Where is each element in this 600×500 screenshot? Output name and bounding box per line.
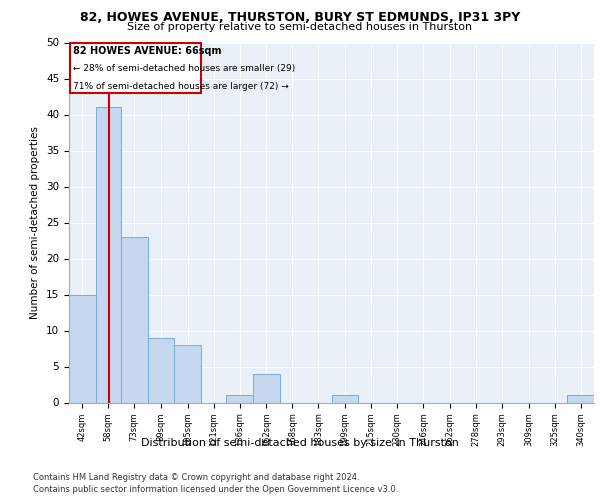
Text: Contains HM Land Registry data © Crown copyright and database right 2024.: Contains HM Land Registry data © Crown c… [33, 472, 359, 482]
Bar [96, 108, 121, 403]
FancyBboxPatch shape [70, 42, 201, 93]
Bar [567, 396, 594, 402]
Text: 82 HOWES AVENUE: 66sqm: 82 HOWES AVENUE: 66sqm [73, 46, 221, 56]
Text: 71% of semi-detached houses are larger (72) →: 71% of semi-detached houses are larger (… [73, 82, 289, 91]
Text: Contains public sector information licensed under the Open Government Licence v3: Contains public sector information licen… [33, 485, 398, 494]
Bar [226, 396, 253, 402]
Bar [148, 338, 175, 402]
Text: ← 28% of semi-detached houses are smaller (29): ← 28% of semi-detached houses are smalle… [73, 64, 295, 73]
Text: 82, HOWES AVENUE, THURSTON, BURY ST EDMUNDS, IP31 3PY: 82, HOWES AVENUE, THURSTON, BURY ST EDMU… [80, 11, 520, 24]
Text: Size of property relative to semi-detached houses in Thurston: Size of property relative to semi-detach… [127, 22, 473, 32]
Bar [253, 374, 280, 402]
Text: Distribution of semi-detached houses by size in Thurston: Distribution of semi-detached houses by … [141, 438, 459, 448]
Bar [121, 237, 148, 402]
Bar [69, 294, 96, 403]
Bar [332, 396, 358, 402]
Y-axis label: Number of semi-detached properties: Number of semi-detached properties [31, 126, 40, 319]
Bar [175, 345, 201, 403]
